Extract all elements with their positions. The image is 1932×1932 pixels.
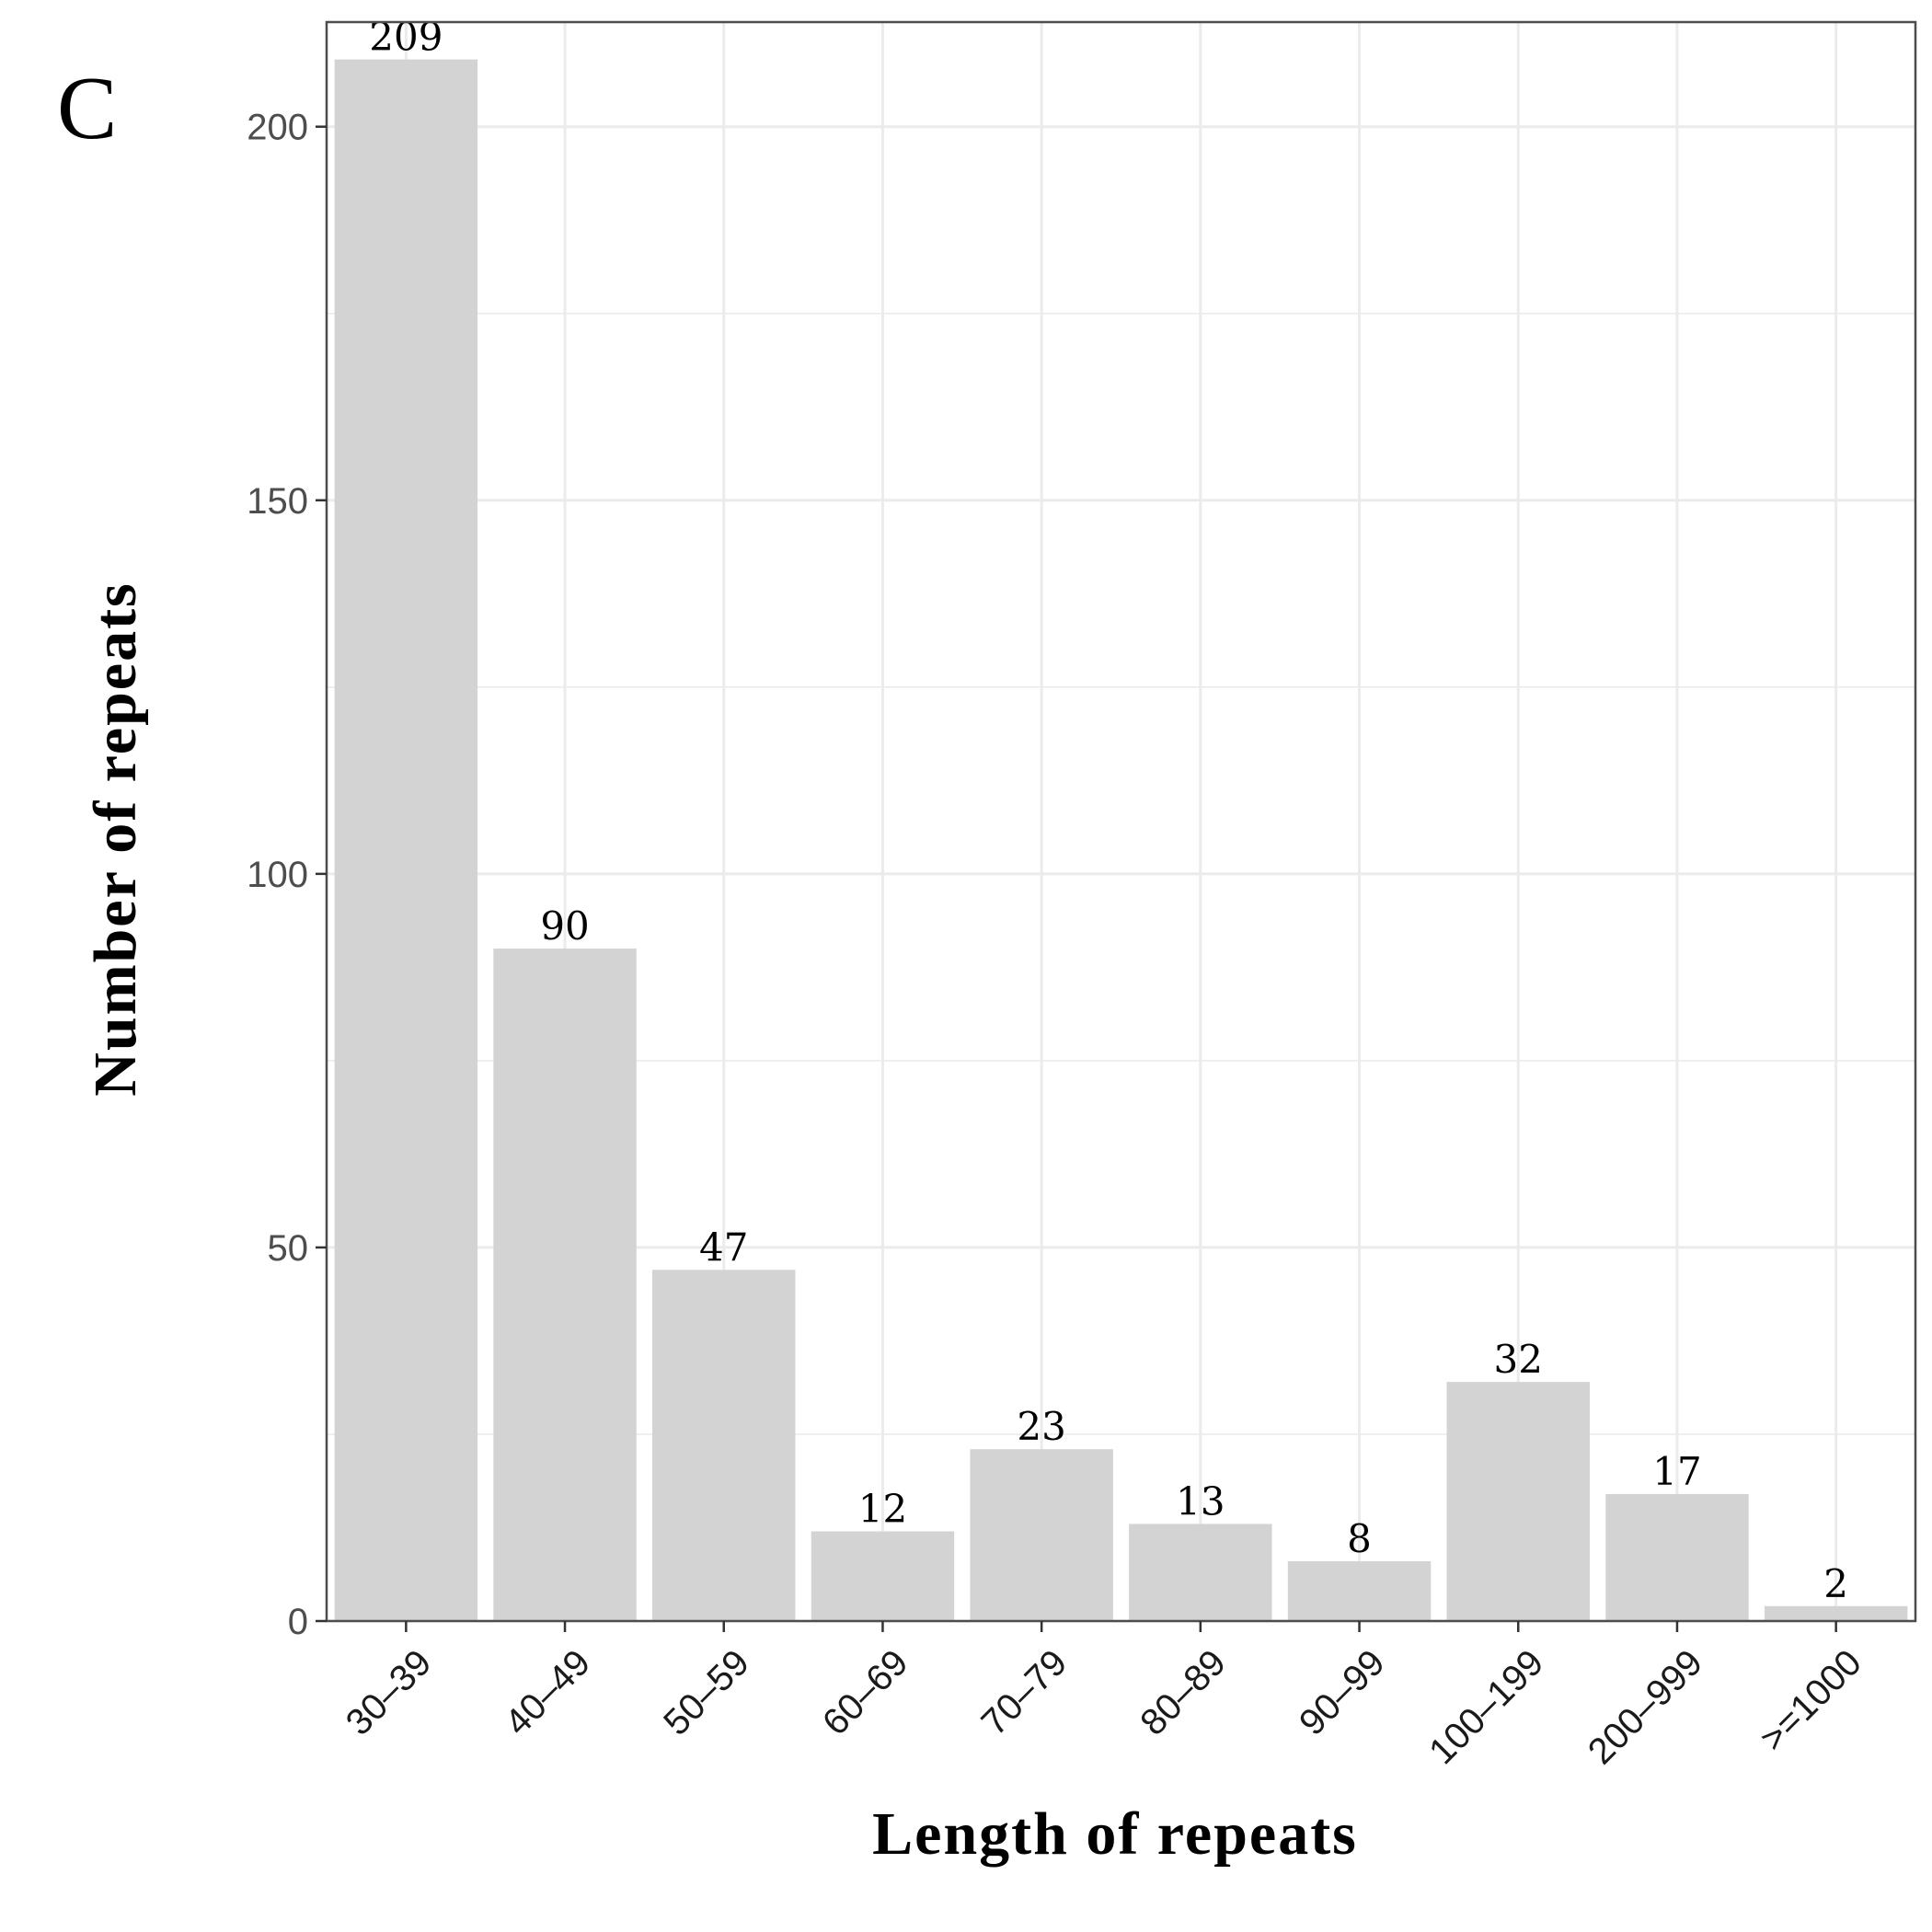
- y-tick-label: 200: [247, 108, 308, 148]
- x-tick-label: 60–69: [815, 1642, 916, 1743]
- bar: [970, 1449, 1113, 1621]
- y-tick-label: 150: [247, 481, 308, 522]
- x-tick-label: 80–89: [1133, 1642, 1234, 1743]
- x-tick-label: 70–79: [974, 1642, 1075, 1743]
- x-axis: 30–39 40–49 50–59 60–69 70–79 80–89 90–99 100–1…: [339, 1621, 1869, 1772]
- x-tick-label: >=1000: [1753, 1642, 1869, 1759]
- x-tick-label: 40–49: [497, 1642, 598, 1743]
- y-axis-title: Number of repeats: [82, 581, 149, 1097]
- data-label: 13: [1176, 1478, 1225, 1524]
- data-label: 23: [1017, 1404, 1065, 1449]
- x-tick-label: 50–59: [656, 1642, 757, 1743]
- bar: [1129, 1524, 1272, 1621]
- x-tick-label: 200–999: [1581, 1642, 1710, 1772]
- data-label: 8: [1347, 1516, 1372, 1561]
- data-label: 47: [699, 1225, 748, 1270]
- bar: [334, 59, 478, 1622]
- y-tick-label: 100: [247, 855, 308, 895]
- bar: [1764, 1605, 1908, 1621]
- x-axis-title: Length of repeats: [872, 1800, 1358, 1868]
- bars: [334, 59, 1908, 1622]
- data-label: 12: [858, 1487, 907, 1532]
- panel-border: [325, 20, 1917, 1623]
- bar: [652, 1270, 796, 1621]
- bar: [1287, 1561, 1432, 1621]
- panel-label: C: [57, 59, 117, 158]
- bar: [1605, 1493, 1749, 1621]
- bar: [1446, 1382, 1590, 1621]
- x-tick-label: 90–99: [1292, 1642, 1393, 1743]
- data-label: 2: [1823, 1561, 1848, 1606]
- x-tick-label: 100–199: [1421, 1642, 1551, 1772]
- x-tick-label: 30–39: [339, 1642, 440, 1743]
- y-axis: 0 50 100 150 200: [247, 108, 327, 1642]
- bar: [493, 949, 637, 1621]
- y-tick-label: 0: [288, 1602, 308, 1642]
- data-label: 17: [1652, 1449, 1701, 1494]
- data-label: 32: [1494, 1337, 1543, 1382]
- bar: [811, 1531, 955, 1621]
- data-label: 90: [540, 903, 589, 949]
- y-tick-label: 50: [268, 1228, 309, 1269]
